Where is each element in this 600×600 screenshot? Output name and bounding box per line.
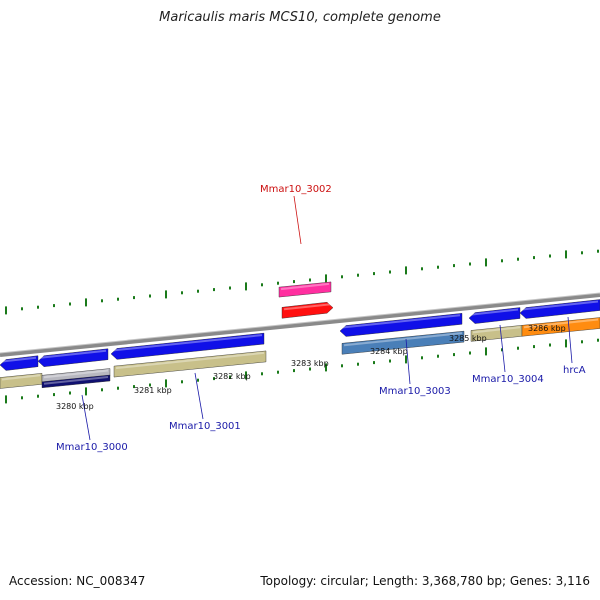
- label-leader: [194, 372, 204, 420]
- cds-arrow: [37, 348, 109, 367]
- cds-arrow-shine: [521, 300, 599, 311]
- gene-labels: Mmar10_3000 Mmar10_3001 Mmar10_3002 Mmar10_…: [56, 184, 586, 453]
- ruler-label: 3282 kbp: [213, 372, 251, 381]
- ruler-label: 3280 kbp: [56, 402, 94, 411]
- gene-bar: [41, 374, 111, 389]
- cds-arrow: [519, 299, 600, 319]
- gene-bar: [113, 350, 267, 378]
- backbone-line: [0, 293, 600, 357]
- gene-bar-shine: [43, 369, 109, 379]
- gene-bar: [341, 330, 465, 355]
- cds-arrow-shine: [1, 356, 37, 363]
- gene-label: Mmar10_3002: [260, 184, 332, 195]
- gene-label: Mmar10_3001: [169, 421, 241, 432]
- tick-marks: [5, 249, 599, 404]
- label-leader: [567, 316, 573, 364]
- gene-label: Mmar10_3003: [379, 386, 451, 397]
- rna-bar-shine: [280, 282, 330, 291]
- gene-bar-shine: [1, 374, 41, 381]
- backbone-highlight: [0, 292, 600, 354]
- gene-label: hrcA: [563, 365, 586, 376]
- cds-arrow: [339, 313, 463, 337]
- gene-label: Mmar10_3004: [472, 374, 544, 385]
- genome-summary: Topology: circular; Length: 3,368,780 bp…: [260, 574, 590, 588]
- cds-arrow: [468, 307, 521, 324]
- label-leader: [499, 324, 506, 373]
- accession-label: Accession: NC_008347: [9, 574, 146, 588]
- cds-arrow: [0, 355, 39, 371]
- gene-bar-shine: [43, 376, 109, 385]
- gene-label: Mmar10_3000: [56, 442, 128, 453]
- cds-arrow: [110, 332, 265, 360]
- cds-arrow-shine: [470, 308, 519, 316]
- ruler-label: 3281 kbp: [134, 386, 172, 395]
- label-leaders: [81, 195, 573, 441]
- gene-bar-shine: [472, 326, 521, 334]
- gene-bar-shine: [115, 351, 265, 370]
- ruler-labels: 3280 kbp 3281 kbp 3282 kbp 3283 kbp 3284 kbp…: [56, 324, 566, 411]
- label-leader: [81, 394, 91, 441]
- ruler-label: 3283 kbp: [291, 359, 329, 368]
- rna-bar: [278, 281, 332, 298]
- ruler-label: 3284 kbp: [370, 347, 408, 356]
- gene-bar-shine: [343, 332, 463, 347]
- rna-arrow: [281, 301, 334, 319]
- gene-bar: [521, 317, 600, 337]
- genome-title: Maricaulis maris MCS10, complete genome: [159, 10, 441, 25]
- label-leader: [293, 195, 302, 245]
- label-leader: [405, 338, 411, 385]
- rna-arrow-shine: [283, 303, 332, 311]
- cds-arrow-shine: [112, 334, 263, 352]
- gene-features: [0, 281, 600, 389]
- cds-arrow-shine: [39, 349, 107, 359]
- genome-backbone: [0, 292, 600, 357]
- ruler-label: 3286 kbp: [528, 324, 566, 333]
- cds-arrow-shine: [341, 314, 461, 329]
- ruler-label: 3285 kbp: [449, 334, 487, 343]
- gene-bar-shine: [523, 318, 599, 329]
